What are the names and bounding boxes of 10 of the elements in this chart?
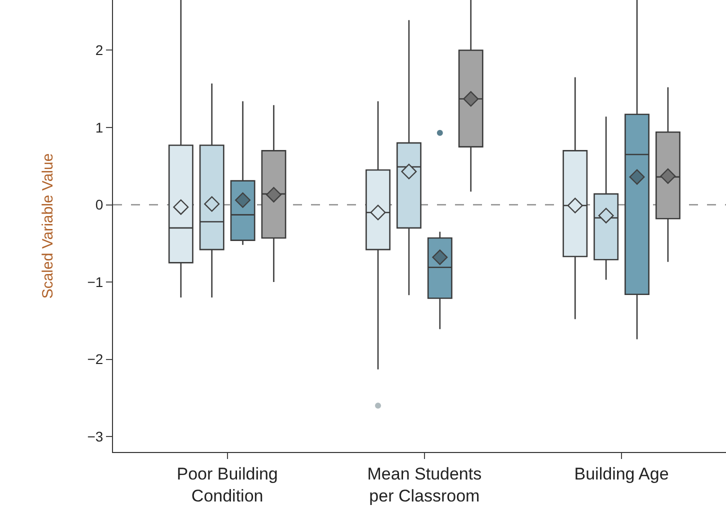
y-tick-label: 1	[95, 119, 104, 136]
x-tick-label: Mean Students per Classroom	[367, 464, 482, 506]
y-axis-title: Scaled Variable Value	[39, 153, 56, 299]
y-tick-label: −2	[87, 351, 104, 368]
x-tick-label: Building Age	[574, 464, 669, 484]
y-tick-label: −3	[87, 428, 104, 444]
y-tick-label: 0	[95, 196, 104, 213]
y-tick-label: 2	[95, 42, 104, 58]
y-tick-label: −1	[87, 274, 104, 290]
x-tick-label: Poor Building Condition	[176, 464, 278, 506]
